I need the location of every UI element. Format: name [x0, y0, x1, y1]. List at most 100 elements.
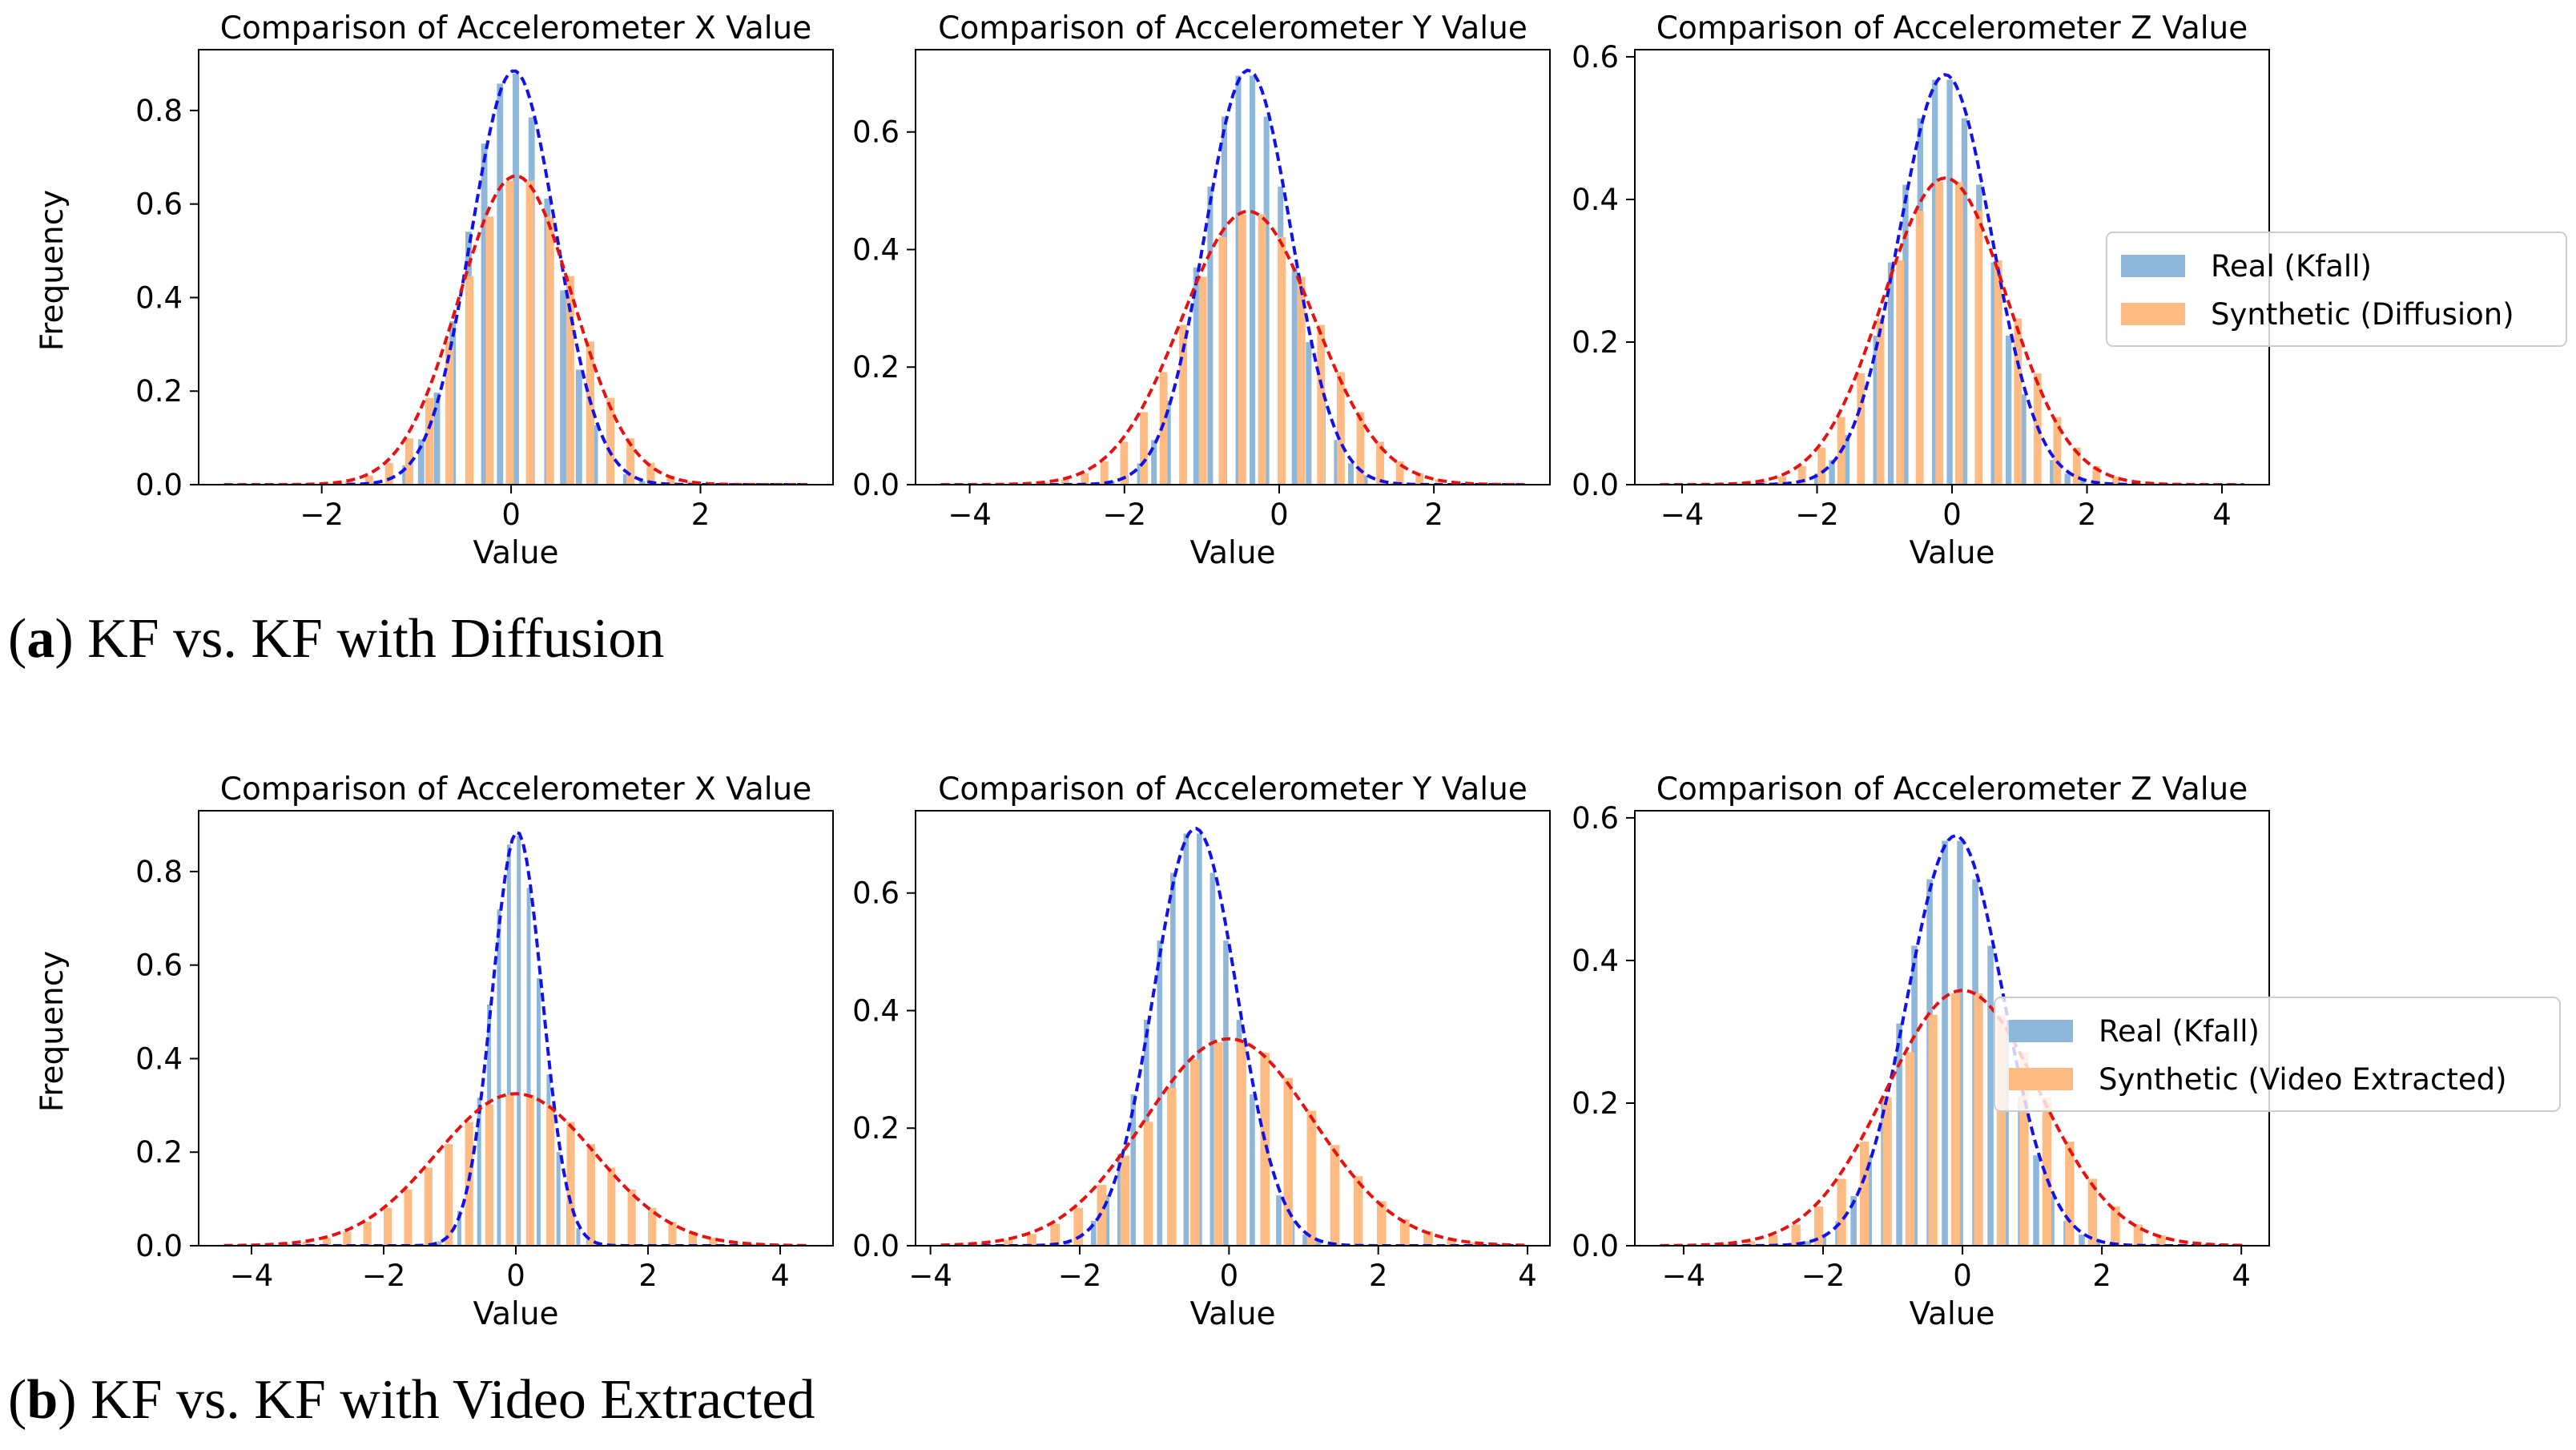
- bar-synthetic: [2092, 466, 2101, 485]
- bar-real: [1932, 79, 1938, 485]
- bar-synthetic: [1950, 993, 1961, 1246]
- x-tick-label: −2: [362, 1259, 406, 1293]
- bar-real: [622, 473, 630, 485]
- bar-synthetic: [2072, 447, 2081, 485]
- bar-synthetic: [2065, 1141, 2075, 1246]
- legend: Real (Kfall) Synthetic (Diffusion): [2106, 232, 2567, 347]
- chart-panel-1-0: −4 −2 0 2 4 0.0 0.2 0.4 0.6 0.8 Comparison of Acce…: [34, 771, 834, 1332]
- bar-synthetic: [1214, 1041, 1223, 1246]
- bar-real: [1990, 262, 1997, 485]
- bar-real: [517, 836, 521, 1246]
- axes-frame: [915, 810, 1551, 1247]
- bar-real: [481, 143, 488, 485]
- bar-real: [2079, 1235, 2085, 1246]
- axes-frame: [198, 810, 834, 1247]
- bar-synthetic: [668, 1222, 677, 1246]
- bar-real: [1250, 1094, 1255, 1246]
- bar-synthetic: [648, 1207, 657, 1246]
- curve-synthetic: [940, 1037, 1525, 1246]
- bar-synthetic: [1330, 1145, 1340, 1246]
- bar-real: [526, 888, 531, 1246]
- curve-synthetic: [1660, 989, 2244, 1246]
- x-tick-label: 4: [771, 1259, 790, 1293]
- y-tick-label: 0.6: [1572, 40, 1619, 75]
- bar-real: [560, 290, 567, 485]
- bar-real: [1805, 1241, 1811, 1246]
- bar-synthetic: [1896, 260, 1905, 485]
- y-axis-label: Frequency: [34, 190, 70, 351]
- bar-real: [370, 482, 377, 485]
- bar-real: [2033, 1155, 2039, 1246]
- bar-real: [2005, 336, 2012, 485]
- legend-swatch-synthetic: [2121, 303, 2185, 325]
- x-tick-label: −2: [300, 497, 344, 532]
- bar-synthetic: [1882, 1097, 1892, 1246]
- bar-synthetic: [424, 1167, 433, 1246]
- bar-synthetic: [405, 438, 413, 485]
- x-axis-label: Value: [473, 1296, 558, 1332]
- bar-real: [1210, 872, 1216, 1246]
- x-axis-label: Value: [1189, 535, 1275, 571]
- bar-real: [1170, 872, 1176, 1246]
- bar-synthetic: [363, 1222, 372, 1246]
- bar-synthetic: [1297, 276, 1306, 485]
- legend-swatch-real: [2009, 1020, 2073, 1042]
- bar-real: [457, 1210, 461, 1246]
- bar-synthetic: [1817, 447, 1826, 485]
- y-tick-label: 0.4: [135, 1041, 183, 1076]
- bar-synthetic: [1935, 181, 1944, 485]
- bar-real: [1873, 336, 1879, 485]
- bar-synthetic: [1198, 276, 1207, 485]
- bar-real: [437, 1241, 442, 1246]
- bar-synthetic: [1143, 1122, 1153, 1246]
- bar-real: [1942, 840, 1948, 1246]
- plot-area: [223, 69, 808, 485]
- y-tick-label: 0.2: [1572, 325, 1619, 360]
- bar-real: [2020, 394, 2027, 485]
- bar-synthetic: [1238, 214, 1246, 485]
- bar-synthetic: [1813, 1206, 1824, 1246]
- bar-real: [1250, 75, 1256, 485]
- legend-box: [1994, 997, 2561, 1112]
- curve-synthetic: [940, 209, 1525, 485]
- x-tick-label: 0: [1942, 497, 1962, 532]
- bar-synthetic: [1179, 324, 1188, 485]
- bar-real: [1348, 463, 1354, 485]
- bar-real: [1306, 342, 1312, 485]
- legend-label: Real (Kfall): [2211, 249, 2372, 284]
- y-tick-label: 0.4: [1572, 944, 1619, 978]
- plot-area: [940, 826, 1525, 1246]
- bar-synthetic: [1954, 181, 1963, 485]
- bar-synthetic: [1317, 324, 1326, 485]
- plot-area: [940, 68, 1525, 485]
- bar-real: [433, 392, 441, 485]
- bar-real: [2050, 460, 2056, 485]
- bar-synthetic: [2053, 417, 2062, 485]
- curve-real: [223, 830, 808, 1246]
- legend-swatch-synthetic: [2009, 1068, 2073, 1090]
- bar-synthetic: [343, 1231, 352, 1246]
- bar-synthetic: [384, 1207, 392, 1246]
- caption-a-text: KF vs. KF with Diffusion: [87, 608, 665, 670]
- y-tick-label: 0.8: [135, 855, 183, 889]
- bar-real: [497, 83, 504, 485]
- x-axis-label: Value: [1189, 1296, 1275, 1332]
- bar-synthetic: [1278, 236, 1286, 485]
- bar-synthetic: [627, 1189, 636, 1246]
- bar-synthetic: [1857, 373, 1866, 485]
- bar-synthetic: [1218, 236, 1227, 485]
- bar-real: [1302, 1235, 1308, 1246]
- bar-synthetic: [1745, 1241, 1755, 1246]
- bar-synthetic: [2014, 318, 2023, 485]
- plot-area: [223, 830, 808, 1246]
- bar-synthetic: [626, 438, 635, 485]
- bar-synthetic: [1915, 210, 1924, 485]
- bar-synthetic: [566, 276, 574, 485]
- x-tick-label: 2: [2092, 1259, 2111, 1293]
- bar-real: [1887, 262, 1894, 485]
- bar-synthetic: [1336, 372, 1345, 485]
- bar-synthetic: [546, 1104, 555, 1246]
- bar-real: [506, 844, 511, 1246]
- bar-real: [591, 425, 598, 485]
- curve-synthetic: [223, 1092, 808, 1246]
